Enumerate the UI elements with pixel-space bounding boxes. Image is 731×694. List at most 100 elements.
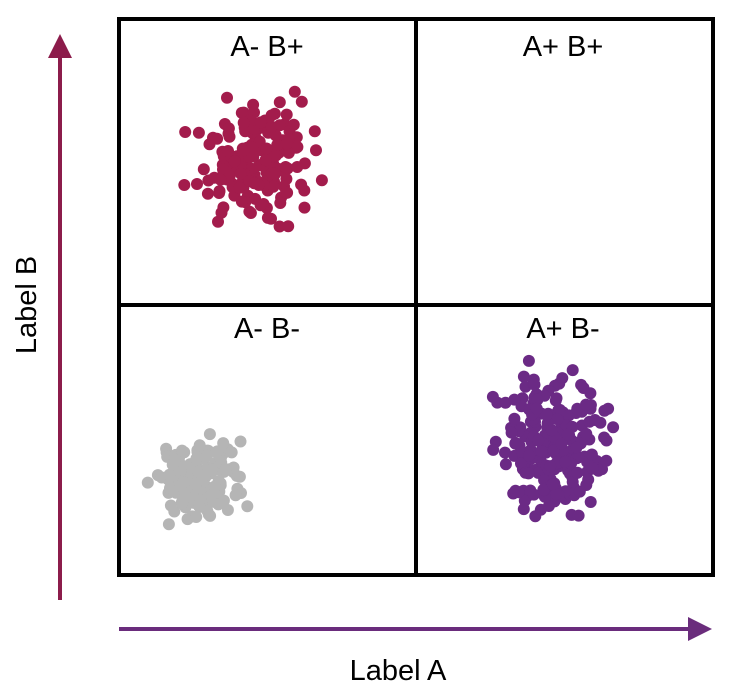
purple-dot [512,486,525,499]
quadrant-label: A+ B- [526,313,599,345]
purple-dot [551,413,564,426]
gray-dot [192,466,205,479]
purple-dot [600,434,613,447]
red-dot [265,109,278,122]
red-dot [214,173,227,186]
red-dot [192,126,205,139]
purple-dot [598,404,611,417]
red-dot [223,130,236,143]
gray-dot [176,497,189,510]
gray-dot [190,477,203,490]
purple-dot [522,467,535,480]
purple-dot [535,445,548,458]
purple-dot [530,402,543,415]
red-dot [201,187,214,200]
purple-dot [528,378,541,391]
red-dot [298,201,311,214]
purple-dot [566,364,579,377]
gray-dot [162,518,175,531]
purple-dot [499,458,512,471]
gray-dot [163,468,176,481]
purple-dot [550,488,563,500]
purple-dot [550,392,563,405]
purple-dot [544,460,557,473]
red-dot [221,91,233,104]
red-dot [269,167,282,180]
purple-dot [517,503,530,516]
red-dot [273,96,286,109]
gray-dot [217,437,230,450]
purple-dot [546,478,559,491]
gray-dot [179,487,192,500]
purple-dot [542,500,555,512]
purple-dot [517,370,530,383]
red-dot [315,174,328,187]
red-dot [215,206,228,219]
purple-dot [527,488,540,501]
purple-dot [584,496,597,508]
red-dot [228,155,241,168]
purple-dot [555,437,568,450]
gray-dot [241,500,254,513]
red-dot [244,207,257,219]
gray-dot [166,458,179,471]
red-dot [291,141,304,153]
red-dot [234,167,247,180]
purple-dot [523,449,536,462]
red-dot [235,106,248,119]
gray-dot [229,489,242,502]
gray-dot [221,504,234,516]
gray-dot [190,452,203,465]
purple-dot [580,398,592,411]
red-dot [265,120,278,133]
purple-dot [556,372,569,385]
red-dot [178,179,191,191]
red-dot [246,141,259,154]
dot-clusters [141,85,620,531]
red-dot [211,132,224,145]
red-dot [222,145,234,157]
red-dot [213,187,226,199]
red-dot [280,108,293,121]
red-dot [295,95,308,108]
purple-dot [532,434,545,447]
red-dot [254,116,267,129]
purple-dot [600,454,613,467]
purple-dot [515,457,527,470]
red-dot [223,170,236,183]
purple-dot [531,393,544,406]
red-dot [274,197,287,209]
y-axis-label: Label B [11,256,43,354]
quadrant-label: A- B- [234,313,300,345]
purple-dot [559,455,572,468]
red-dot [271,139,284,151]
purple-dot [566,476,579,488]
red-dot [191,178,203,190]
purple-dot [573,485,586,498]
gray-dot [190,511,203,523]
red-dot [295,178,308,191]
purple-dot [522,354,535,367]
red-dot [233,181,246,194]
red-dot [308,125,321,138]
red-dot [280,186,292,199]
red-dot [267,180,280,193]
purple-dot [509,437,522,450]
purple-dot [508,412,521,425]
x-axis-label: Label A [350,655,447,687]
purple-dot [572,509,585,522]
purple-dot [571,466,584,479]
purple-dot [487,443,500,456]
gray-dot [225,446,238,459]
red-dot [237,116,250,129]
gray-dot [176,444,188,457]
gray-dot [204,489,217,502]
red-dot [197,163,210,176]
red-dot [235,195,248,208]
red-dot [282,220,295,233]
gray-dot [211,445,224,458]
gray-dot [217,494,230,507]
red-dot [280,137,293,150]
